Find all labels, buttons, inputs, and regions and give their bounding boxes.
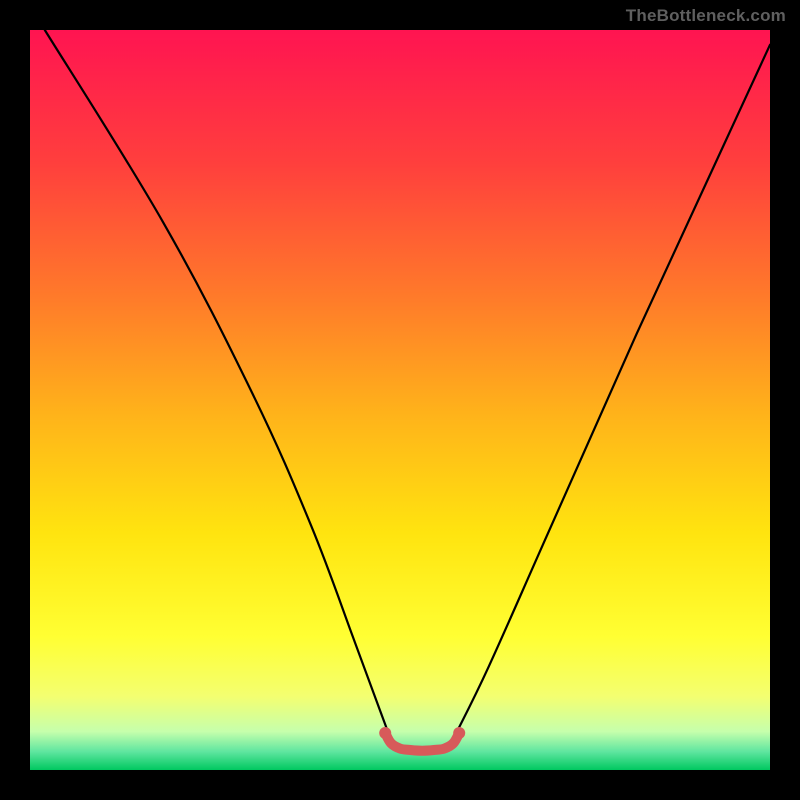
optimal-band-end-dot xyxy=(453,727,465,739)
chart-root: TheBottleneck.com xyxy=(0,0,800,800)
watermark-text: TheBottleneck.com xyxy=(626,6,786,26)
optimal-band-start-dot xyxy=(379,727,391,739)
bottleneck-chart xyxy=(0,0,800,800)
gradient-background xyxy=(30,30,770,770)
